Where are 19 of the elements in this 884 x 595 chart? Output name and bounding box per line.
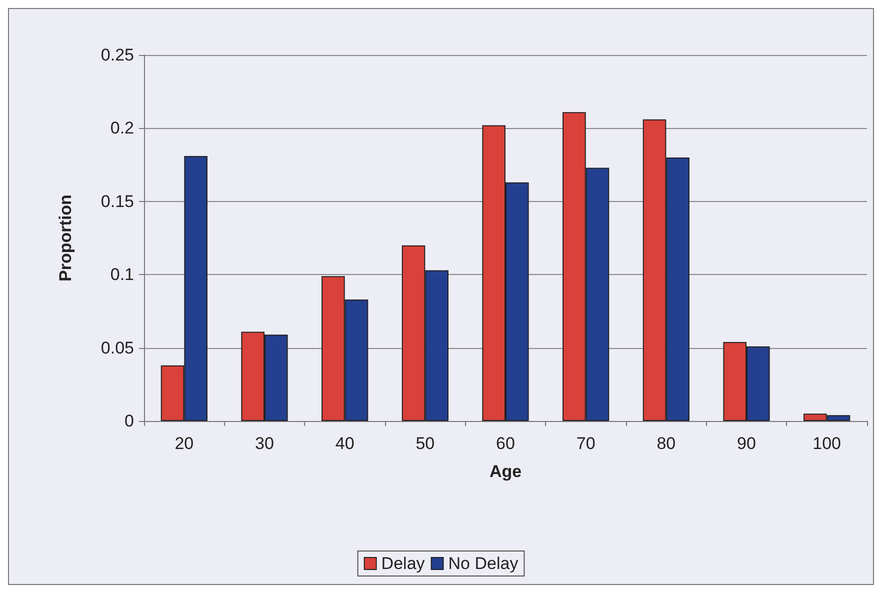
- y-tick-label: 0.05: [100, 338, 134, 358]
- y-tick-label: 0: [124, 412, 134, 430]
- x-axis-title: Age: [489, 462, 522, 481]
- x-tick-label: 100: [812, 434, 842, 453]
- y-tick-label: 0.1: [110, 265, 134, 284]
- y-axis-title: Proportion: [56, 194, 75, 282]
- x-tick-label: 40: [335, 434, 354, 453]
- y-tick-label: 0.2: [110, 118, 134, 138]
- x-tick-label: 80: [656, 434, 676, 453]
- x-tick-label: 60: [496, 434, 515, 453]
- x-tick-label: 20: [174, 434, 194, 453]
- x-tick-label: 70: [576, 434, 596, 453]
- x-tick-label: 90: [737, 434, 756, 453]
- x-tick-label: 50: [416, 434, 435, 453]
- y-tick-label: 0.25: [100, 46, 134, 64]
- x-tick-label: 30: [255, 434, 274, 453]
- legend-label: Delay: [381, 554, 426, 573]
- y-tick-label: 0.15: [100, 192, 134, 211]
- legend-label: No Delay: [448, 554, 519, 573]
